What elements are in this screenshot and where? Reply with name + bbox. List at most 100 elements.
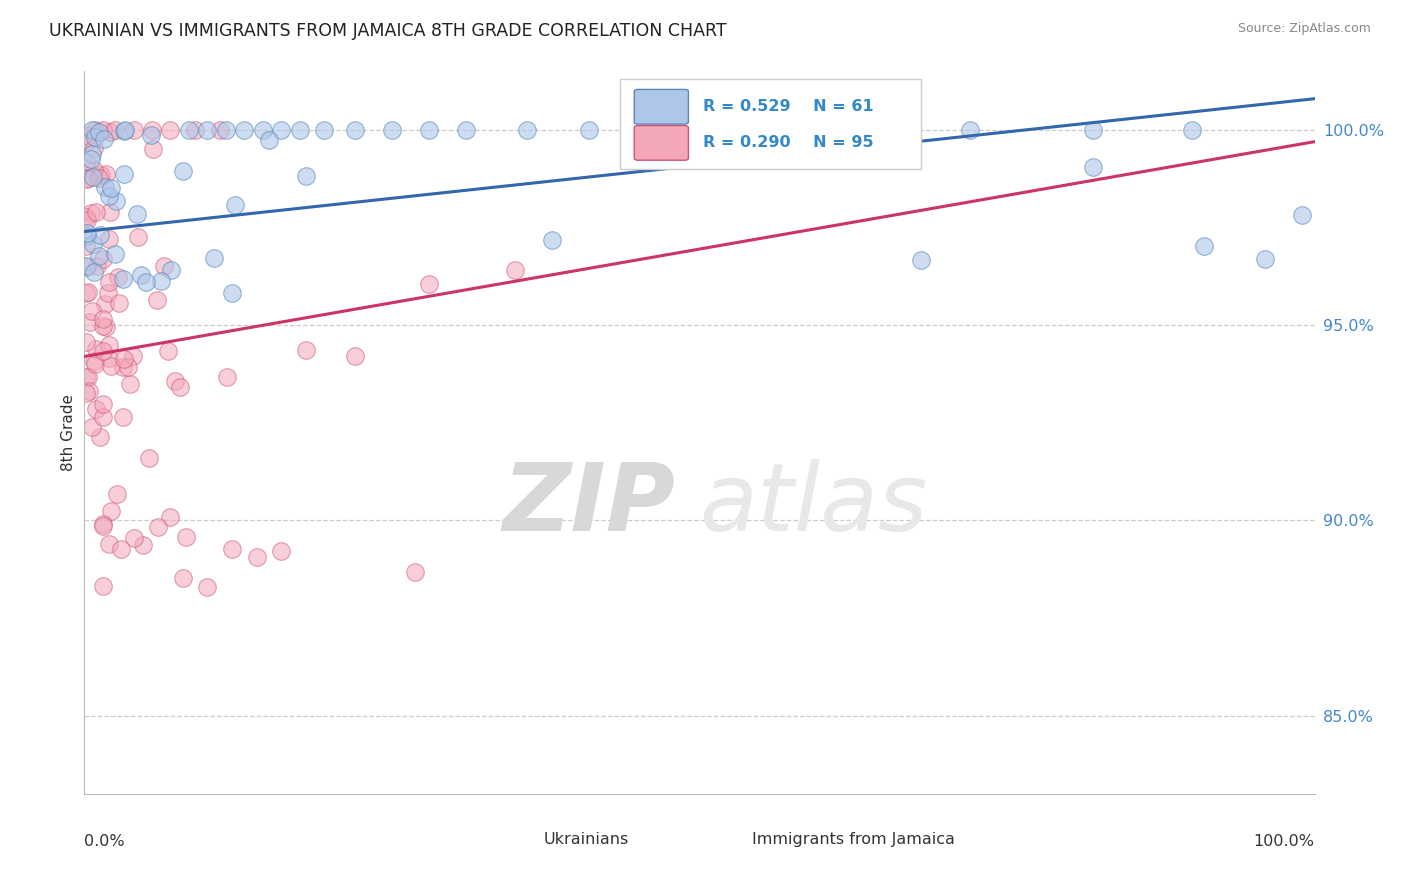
FancyBboxPatch shape <box>620 78 921 169</box>
Point <box>100 181 122 195</box>
Point <box>91 252 114 266</box>
Point <box>159 123 181 137</box>
Point <box>80 123 103 137</box>
Point <box>121 349 143 363</box>
Point <box>79 384 101 398</box>
Point <box>96 320 118 334</box>
Point <box>91 518 114 533</box>
Text: R = 0.529    N = 61: R = 0.529 N = 61 <box>703 99 873 114</box>
Point <box>381 123 404 137</box>
Point <box>138 451 160 466</box>
Point <box>83 162 105 177</box>
Point <box>112 351 135 366</box>
Point <box>159 510 181 524</box>
Point <box>93 132 115 146</box>
Point <box>76 229 98 244</box>
Point <box>83 141 105 155</box>
Point <box>98 537 120 551</box>
Point <box>163 375 186 389</box>
Point <box>112 410 135 425</box>
Point <box>152 259 174 273</box>
Point <box>75 286 97 301</box>
Point <box>91 396 114 410</box>
Point <box>516 123 538 137</box>
Point <box>104 123 127 137</box>
Point <box>107 270 129 285</box>
Point <box>84 357 107 371</box>
Point <box>295 343 318 358</box>
Point <box>76 369 98 384</box>
Point <box>75 370 97 384</box>
Point <box>1083 123 1105 137</box>
Text: Immigrants from Jamaica: Immigrants from Jamaica <box>752 832 955 847</box>
Point <box>762 123 785 137</box>
Point <box>93 297 115 311</box>
Point <box>172 571 194 585</box>
Point <box>454 123 477 137</box>
Point <box>82 170 104 185</box>
Point <box>105 194 128 208</box>
Point <box>246 549 269 564</box>
Point <box>76 213 98 227</box>
Point <box>578 123 600 137</box>
Point <box>75 386 97 401</box>
Point <box>75 210 97 224</box>
Point <box>503 263 526 277</box>
Point <box>89 430 111 444</box>
Point <box>84 123 107 137</box>
Point <box>90 168 112 182</box>
Point <box>75 260 97 275</box>
Point <box>1192 239 1215 253</box>
Point <box>344 123 367 137</box>
Point <box>112 167 135 181</box>
Point <box>664 123 686 137</box>
Point <box>80 152 103 166</box>
Point <box>79 314 101 328</box>
Point <box>80 146 103 161</box>
Point <box>233 123 256 137</box>
FancyBboxPatch shape <box>634 89 689 124</box>
Point <box>83 354 105 368</box>
Point <box>129 268 152 283</box>
Point <box>100 504 122 518</box>
FancyBboxPatch shape <box>702 823 747 855</box>
Point <box>98 231 121 245</box>
Point <box>314 123 336 137</box>
Point <box>112 359 135 374</box>
Text: ZIP: ZIP <box>502 458 675 551</box>
Point <box>91 318 114 333</box>
Text: R = 0.290    N = 95: R = 0.290 N = 95 <box>703 136 873 151</box>
Point <box>91 579 114 593</box>
Point <box>77 170 100 185</box>
Point <box>76 226 98 240</box>
Point <box>89 125 111 139</box>
Point <box>84 342 107 356</box>
Point <box>959 123 981 137</box>
Point <box>139 128 162 142</box>
Point <box>76 172 98 186</box>
Point <box>208 123 231 137</box>
Point <box>160 263 183 277</box>
Point <box>418 123 440 137</box>
Point <box>295 169 318 183</box>
Point <box>1254 252 1277 266</box>
Point <box>82 236 104 251</box>
Point <box>98 275 121 289</box>
Point <box>84 401 107 416</box>
Point <box>127 230 149 244</box>
Point <box>174 530 197 544</box>
Point <box>97 189 120 203</box>
Point <box>157 344 180 359</box>
Point <box>104 247 127 261</box>
Point <box>270 544 292 558</box>
Point <box>89 249 111 263</box>
Point <box>148 519 170 533</box>
Point <box>97 286 120 301</box>
Point <box>215 123 238 137</box>
Point <box>169 380 191 394</box>
Point <box>197 123 219 137</box>
Text: 0.0%: 0.0% <box>84 834 125 848</box>
Point <box>120 376 142 391</box>
Point <box>202 251 225 265</box>
Point <box>105 486 128 500</box>
